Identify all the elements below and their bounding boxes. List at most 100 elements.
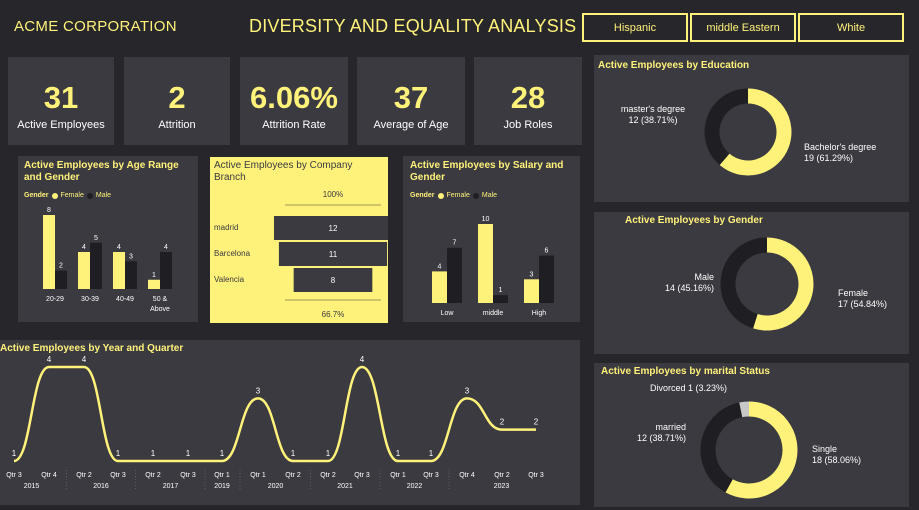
marital-chart-title: Active Employees by marital Status [601, 366, 770, 377]
marital-married-label: married 12 (38.71%) [624, 422, 686, 444]
slice-value: 12 (38.71%) [636, 433, 686, 443]
year-tick-label: 2017 [163, 483, 179, 490]
education-chart-svg [704, 88, 792, 176]
marital-single-label: Single 18 (58.06%) [812, 444, 892, 466]
year-tick-label: 2016 [93, 483, 109, 490]
education-chart-panel: Active Employees by Education master's d… [594, 55, 909, 202]
donut-slice-female [753, 237, 814, 331]
bar-data-label: 3 [129, 253, 133, 260]
branch-chart-panel: Active Employees by Company Branch 100% 1… [210, 157, 388, 323]
funnel-category-label: Valencia [214, 275, 245, 284]
kpi-value: 2 [168, 80, 186, 115]
quarter-tick-label: Qtr 2 [76, 472, 92, 479]
point-data-label: 3 [465, 386, 470, 395]
kpi-value: 6.06% [250, 80, 338, 115]
point-data-label: 2 [500, 418, 505, 427]
quarter-tick-label: Qtr 4 [41, 472, 57, 479]
donut-slice-married [700, 402, 743, 493]
bar-male [90, 242, 102, 289]
bar-data-label: 1 [152, 272, 156, 279]
marital-divorced-label: Divorced 1 (3.23%) [650, 383, 728, 393]
quarter-tick-label: Qtr 4 [459, 472, 475, 479]
bar-female [43, 215, 55, 289]
bar-data-label: 8 [47, 207, 51, 214]
donut-slice-divorced [739, 401, 750, 418]
point-data-label: 3 [256, 386, 261, 395]
kpi-label: Active Employees [17, 119, 105, 131]
quarter-chart-svg: 1 Qtr 3 4 Qtr 4 4 Qtr 2 1 Qtr 3 1 Qtr 2 1 Qtr 3 1 Qtr… [6, 355, 544, 490]
slice-name: Female [838, 288, 869, 298]
education-chart-title: Active Employees by Education [598, 60, 750, 71]
filter-button-middle-eastern[interactable]: middle Eastern [690, 13, 796, 42]
point-data-label: 1 [116, 449, 121, 458]
point-data-label: 1 [220, 449, 225, 458]
slice-name: master's degree [620, 104, 686, 114]
salary-chart-title: Active Employees by Salary and Gender [410, 160, 564, 183]
year-tick-label: 2022 [407, 483, 423, 490]
slice-value: 17 (54.84%) [838, 299, 888, 309]
slice-value: 19 (61.29%) [804, 153, 854, 163]
quarter-tick-label: Qtr 2 [145, 472, 161, 479]
category-tick-label: 50 & [153, 296, 168, 303]
point-data-label: 2 [534, 418, 539, 427]
funnel-bar [293, 268, 373, 292]
legend-male-dot [86, 192, 93, 199]
bar-data-label: 3 [530, 271, 534, 278]
bar-female [113, 252, 125, 289]
bar-male [493, 295, 508, 303]
bar-data-label: 2 [59, 263, 63, 270]
age-range-chart-panel: Active Employees by Age Range and Gender… [18, 156, 198, 322]
branch-chart-title: Active Employees by Company Branch [214, 160, 353, 183]
donut-slice-single [725, 401, 798, 499]
legend-male-label: Male [481, 192, 498, 199]
quarter-line-series [13, 365, 536, 463]
year-tick-label: 2023 [494, 483, 510, 490]
bar-data-label: 4 [164, 244, 168, 251]
bar-data-label: 4 [82, 244, 86, 251]
category-tick-label: middle [483, 310, 504, 317]
bar-data-label: 1 [499, 287, 503, 294]
point-data-label: 4 [47, 355, 52, 364]
salary-chart-panel: Active Employees by Salary and Gender Ge… [403, 156, 580, 322]
year-tick-label: 2020 [268, 483, 284, 490]
donut-slice-male [720, 237, 768, 329]
category-tick-label: Above [150, 306, 170, 313]
filter-button-hispanic[interactable]: Hispanic [582, 13, 688, 42]
legend-female-label: Female [446, 192, 470, 199]
kpi-active-employees: 31 Active Employees [8, 57, 114, 145]
slice-value: 14 (45.16%) [664, 283, 714, 293]
quarter-chart-panel: Active Employees by Year and Quarter 1 Qt… [0, 340, 580, 505]
marital-chart-panel: Active Employees by marital Status Divor… [594, 363, 909, 507]
bar-female [478, 224, 493, 303]
gender-male-label: Male 14 (45.16%) [644, 272, 714, 294]
bar-data-label: 5 [94, 235, 98, 242]
bar-male [160, 252, 172, 289]
quarter-tick-label: Qtr 3 [110, 472, 126, 479]
bar-male [125, 261, 137, 289]
kpi-value: 28 [510, 80, 546, 115]
bar-male [55, 270, 67, 289]
legend-male-dot [472, 192, 479, 199]
salary-chart-svg: 4 7 Low 10 1 middle 3 6 High [432, 216, 554, 317]
bar-female [148, 279, 160, 289]
legend-female-label: Female [60, 192, 84, 199]
funnel-bar-value: 12 [329, 224, 338, 233]
funnel-bar-value: 8 [331, 276, 336, 285]
kpi-attrition: 2 Attrition [124, 57, 230, 145]
gender-chart-panel: Active Employees by Gender Male 14 (45.1… [594, 212, 909, 354]
gender-chart-svg [720, 237, 814, 331]
point-data-label: 1 [151, 449, 156, 458]
quarter-tick-label: Qtr 3 [354, 472, 370, 479]
point-data-label: 1 [326, 449, 331, 458]
filter-button-white[interactable]: White [798, 13, 904, 42]
slice-name: Bachelor's degree [804, 142, 877, 152]
bar-female [524, 279, 539, 303]
category-tick-label: High [532, 310, 547, 317]
bar-female [78, 252, 90, 289]
funnel-bar-value: 11 [329, 250, 338, 259]
kpi-value: 31 [43, 80, 79, 115]
bar-data-label: 4 [117, 244, 121, 251]
point-data-label: 1 [429, 449, 434, 458]
kpi-label: Job Roles [503, 119, 553, 131]
slice-value: 18 (58.06%) [812, 455, 862, 465]
